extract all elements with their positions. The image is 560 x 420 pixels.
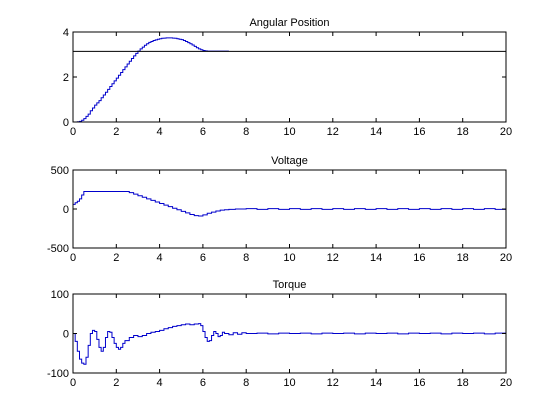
x-tick-label: 12 <box>327 377 339 389</box>
y-tick-label: -500 <box>47 243 69 255</box>
x-tick-label: 16 <box>413 377 425 389</box>
x-tick-label: 14 <box>370 126 382 138</box>
x-tick-label: 2 <box>113 126 119 138</box>
x-tick-label: 0 <box>70 377 76 389</box>
x-tick-label: 10 <box>283 126 295 138</box>
subplot-title: Angular Position <box>249 17 329 29</box>
y-tick-label: 0 <box>63 117 69 129</box>
x-tick-label: 4 <box>157 377 163 389</box>
series-line-1 <box>73 37 229 123</box>
x-tick-label: 0 <box>70 252 76 264</box>
x-tick-label: 14 <box>370 377 382 389</box>
x-tick-label: 20 <box>500 252 512 264</box>
x-tick-label: 10 <box>283 252 295 264</box>
x-tick-label: 6 <box>200 377 206 389</box>
subplot-title: Voltage <box>271 155 308 167</box>
x-tick-label: 18 <box>457 377 469 389</box>
x-tick-label: 16 <box>413 126 425 138</box>
x-tick-label: 4 <box>157 126 163 138</box>
x-tick-label: 6 <box>200 252 206 264</box>
y-tick-label: -100 <box>47 368 69 380</box>
x-tick-label: 10 <box>283 377 295 389</box>
x-tick-label: 0 <box>70 126 76 138</box>
subplot-title: Torque <box>273 279 307 291</box>
x-tick-label: 20 <box>500 377 512 389</box>
x-tick-label: 8 <box>243 377 249 389</box>
x-tick-label: 20 <box>500 126 512 138</box>
series-line-1 <box>73 323 507 365</box>
x-tick-label: 2 <box>113 252 119 264</box>
y-tick-label: 0 <box>63 204 69 216</box>
y-tick-label: 4 <box>63 27 69 39</box>
x-tick-label: 14 <box>370 252 382 264</box>
x-tick-label: 12 <box>327 126 339 138</box>
x-tick-label: 8 <box>243 126 249 138</box>
subplot-1: 0 2 4 6 8 10 12 14 16 18 20 0 2 4 Angular Position <box>63 17 512 138</box>
x-tick-label: 2 <box>113 377 119 389</box>
y-tick-label: 2 <box>63 72 69 84</box>
series-line-1 <box>73 190 507 217</box>
x-tick-label: 18 <box>457 252 469 264</box>
y-tick-label: 100 <box>51 289 69 301</box>
x-tick-label: 6 <box>200 126 206 138</box>
x-tick-label: 12 <box>327 252 339 264</box>
x-tick-label: 18 <box>457 126 469 138</box>
y-tick-label: 500 <box>51 165 69 177</box>
y-tick-label: 0 <box>63 329 69 341</box>
axes-frame <box>72 31 507 123</box>
x-tick-label: 16 <box>413 252 425 264</box>
x-tick-label: 8 <box>243 252 249 264</box>
x-tick-label: 4 <box>157 252 163 264</box>
